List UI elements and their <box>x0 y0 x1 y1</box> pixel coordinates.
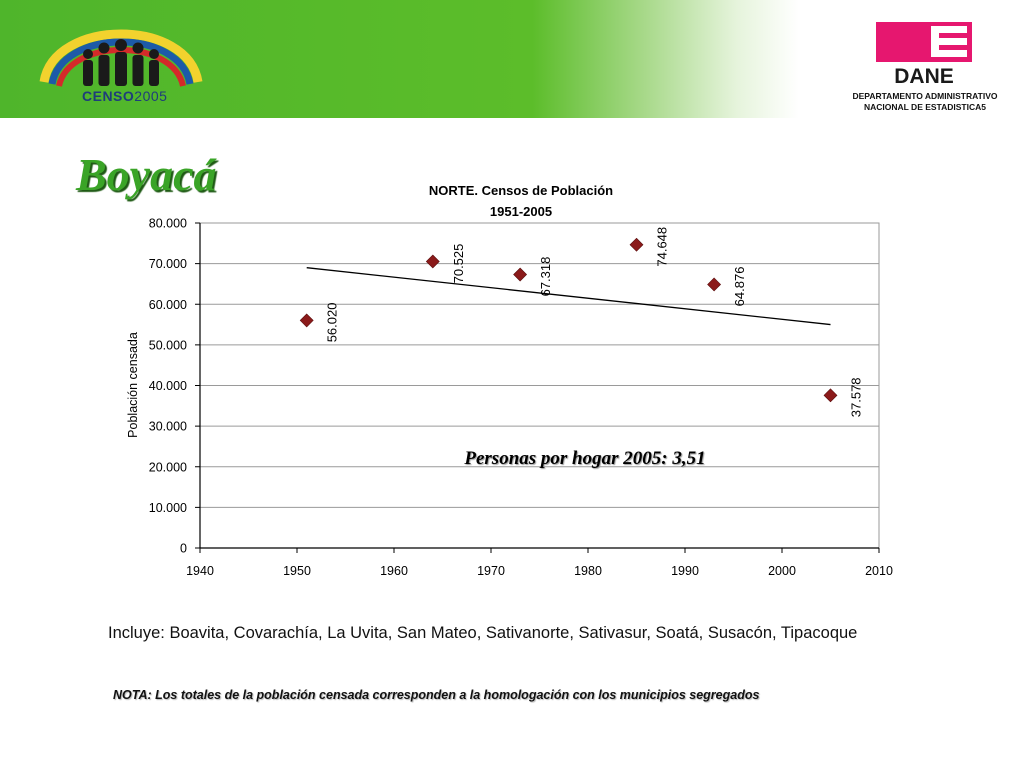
y-tick-label: 70.000 <box>149 257 187 271</box>
x-tick-label: 1970 <box>477 564 505 578</box>
data-point <box>823 388 838 403</box>
grid-layer <box>199 222 880 549</box>
x-tick-label: 1990 <box>671 564 699 578</box>
dane-logo: DANE <box>876 22 972 86</box>
y-tick-label: 40.000 <box>149 379 187 393</box>
y-tick-label: 80.000 <box>149 217 187 231</box>
censo-logo <box>39 29 203 87</box>
dane-subtitle: DEPARTAMENTO ADMINISTRATIVO NACIONAL DE … <box>840 91 1010 113</box>
axis-layer: 0 10.000 20.000 30.000 40.000 50.000 60.000 70.… <box>149 217 893 579</box>
dane-subtitle-line1: DEPARTAMENTO ADMINISTRATIVO <box>852 91 998 101</box>
dane-subtitle-line2: NACIONAL DE ESTADISTICA5 <box>863 102 986 112</box>
x-tick-label: 1940 <box>186 564 214 578</box>
x-tick-label: 1980 <box>574 564 602 578</box>
data-label: 70.525 <box>451 244 466 284</box>
data-label: 56.020 <box>325 303 340 343</box>
trend-layer <box>306 267 831 326</box>
data-label: 74.648 <box>655 227 670 267</box>
data-label: 64.876 <box>732 267 747 307</box>
censo-logo-text: CENSO2005 <box>82 88 168 104</box>
chart-annotation: Personas por hogar 2005: 3,51 <box>463 448 705 469</box>
data-point <box>629 237 644 252</box>
y-tick-label: 30.000 <box>149 420 187 434</box>
chart-title: NORTE. Censos de Población <box>429 183 613 198</box>
nota-text: NOTA: Los totales de la población censad… <box>113 688 760 702</box>
data-label: 37.578 <box>849 377 864 417</box>
chart-subtitle: 1951-2005 <box>490 204 552 219</box>
y-tick-label: 10.000 <box>149 501 187 515</box>
data-point <box>707 277 722 292</box>
y-axis-label: Población censada <box>126 332 140 438</box>
y-tick-label: 20.000 <box>149 460 187 474</box>
x-tick-label: 2010 <box>865 564 893 578</box>
x-tick-label: 1960 <box>380 564 408 578</box>
data-point <box>425 254 440 269</box>
x-tick-label: 2000 <box>768 564 796 578</box>
y-tick-label: 0 <box>180 542 187 556</box>
point-layer: 56.020 70.525 67.318 74.648 64.876 37.578 <box>299 227 864 417</box>
includes-text: Incluye: Boavita, Covarachía, La Uvita, … <box>108 624 858 642</box>
y-tick-label: 60.000 <box>149 298 187 312</box>
page-title: Boyacá <box>76 149 217 200</box>
dane-logo-text: DANE <box>894 65 954 86</box>
trendline <box>306 267 831 326</box>
data-label: 67.318 <box>538 257 553 297</box>
y-tick-label: 50.000 <box>149 338 187 352</box>
data-point <box>299 313 314 328</box>
data-point <box>513 267 528 282</box>
x-tick-label: 1950 <box>283 564 311 578</box>
